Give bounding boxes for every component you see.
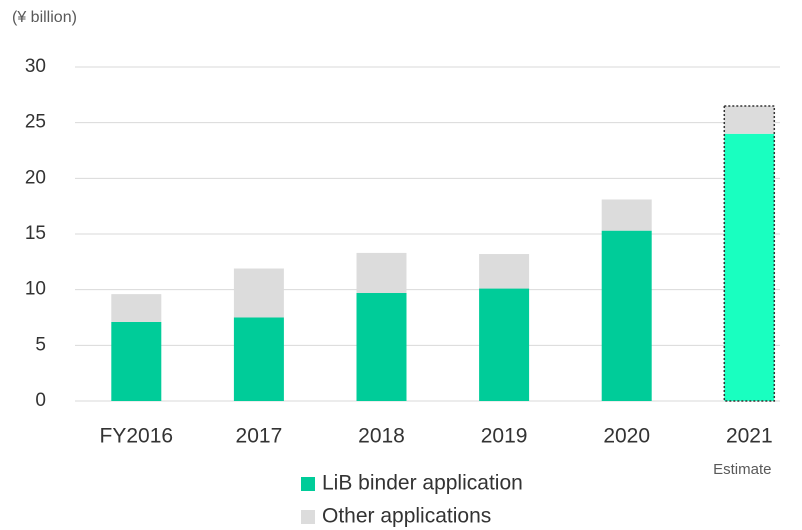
legend-swatch xyxy=(301,477,315,491)
y-tick-label: 30 xyxy=(25,56,46,77)
bar-segment xyxy=(356,293,407,401)
legend-swatch xyxy=(301,510,315,524)
legend-label: LiB binder application xyxy=(322,472,523,495)
estimate-outline xyxy=(723,105,776,402)
bar-segment xyxy=(724,133,775,402)
bar-segment xyxy=(601,230,652,401)
y-tick-label: 0 xyxy=(35,390,46,411)
y-tick-label: 20 xyxy=(25,167,46,188)
bar-segment xyxy=(356,252,407,294)
y-axis-label: (¥ billion) xyxy=(12,9,77,26)
x-tick-label: FY2016 xyxy=(100,425,174,448)
bar-segment xyxy=(479,254,530,289)
x-tick-label: 2020 xyxy=(603,425,650,448)
y-tick-label: 10 xyxy=(25,279,46,300)
bar-segment xyxy=(111,294,162,322)
y-tick-label: 5 xyxy=(35,334,46,355)
bar-segment xyxy=(233,317,284,401)
annotation: Estimate xyxy=(713,461,771,478)
bar-segment xyxy=(111,321,162,401)
x-tick-label: 2017 xyxy=(236,425,283,448)
x-tick-label: 2018 xyxy=(358,425,405,448)
bar-segment xyxy=(479,288,530,401)
y-tick-label: 15 xyxy=(25,223,46,244)
bar-segment xyxy=(233,268,284,318)
x-tick-label: 2019 xyxy=(481,425,528,448)
bar-segment xyxy=(724,105,775,134)
bar-segment xyxy=(601,199,652,231)
x-tick-label: 2021 xyxy=(726,425,773,448)
legend-label: Other applications xyxy=(322,505,491,528)
y-tick-label: 25 xyxy=(25,112,46,133)
